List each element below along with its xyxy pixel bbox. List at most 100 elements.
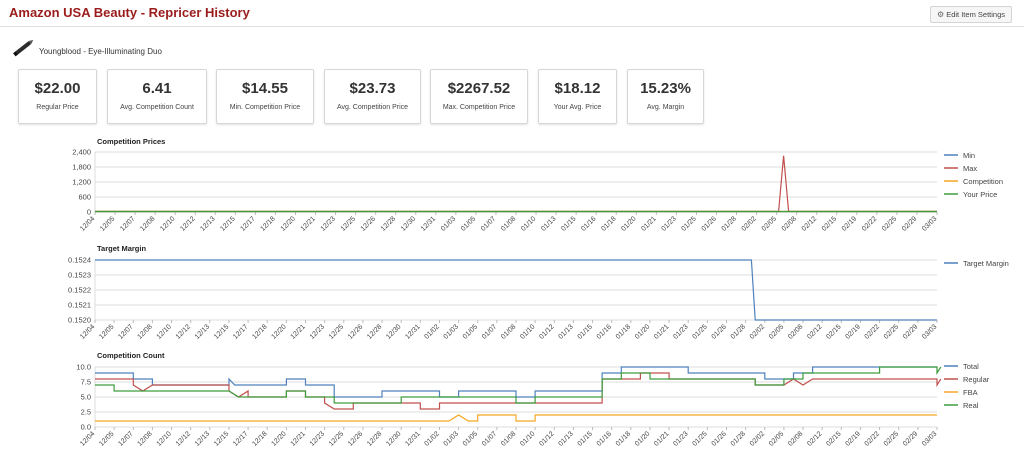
- stat-value: $14.55: [242, 80, 288, 97]
- y-tick-label: 2.5: [81, 408, 91, 417]
- y-tick-label: 0.1524: [68, 256, 91, 265]
- x-tick-label: 12/05: [99, 215, 116, 232]
- x-tick-label: 01/12: [538, 430, 555, 447]
- gear-icon: ⚙: [937, 10, 945, 19]
- x-tick-label: 12/07: [119, 215, 136, 232]
- x-tick-label: 12/28: [380, 215, 397, 232]
- x-tick-label: 02/08: [787, 430, 804, 447]
- x-tick-label: 12/25: [328, 323, 345, 340]
- x-tick-label: 01/05: [462, 323, 479, 340]
- x-tick-label: 02/15: [821, 215, 838, 232]
- x-tick-label: 01/10: [519, 430, 536, 447]
- stat-value: 6.41: [142, 80, 172, 97]
- stat-avg-competition-price: $23.73 Avg. Competition Price: [324, 69, 421, 124]
- y-tick-label: 600: [78, 193, 91, 202]
- x-tick-label: 12/10: [156, 323, 173, 340]
- x-tick-label: 02/29: [901, 215, 918, 232]
- x-tick-label: 02/29: [902, 323, 919, 340]
- x-tick-label: 01/13: [540, 215, 557, 232]
- stat-value: 15.23%: [640, 80, 691, 97]
- x-tick-label: 01/16: [580, 215, 597, 232]
- x-tick-label: 01/21: [653, 323, 670, 340]
- stat-label: Regular Price: [36, 104, 79, 111]
- legend-label: FBA: [963, 388, 978, 397]
- x-tick-label: 01/18: [600, 215, 617, 232]
- x-tick-label: 03/03: [921, 215, 938, 232]
- x-tick-label: 02/29: [902, 430, 919, 447]
- x-tick-label: 12/08: [136, 430, 153, 447]
- x-tick-label: 01/08: [500, 430, 517, 447]
- x-tick-label: 12/17: [232, 323, 249, 340]
- x-tick-label: 12/15: [219, 215, 236, 232]
- x-tick-label: 01/03: [443, 323, 460, 340]
- x-tick-label: 02/02: [749, 323, 766, 340]
- pen-icon: [13, 39, 34, 57]
- x-tick-label: 02/08: [787, 323, 804, 340]
- series-line: [95, 259, 937, 321]
- x-tick-label: 02/25: [883, 323, 900, 340]
- legend-label: Total: [963, 362, 979, 371]
- x-tick-label: 01/25: [680, 215, 697, 232]
- x-tick-label: 01/15: [577, 430, 594, 447]
- x-tick-label: 12/04: [79, 323, 96, 340]
- x-tick-label: 01/05: [460, 215, 477, 232]
- x-tick-label: 12/20: [270, 323, 287, 340]
- x-tick-label: 12/20: [270, 430, 287, 447]
- x-tick-label: 01/07: [480, 215, 497, 232]
- x-tick-label: 12/23: [309, 430, 326, 447]
- x-tick-label: 12/18: [251, 323, 268, 340]
- x-tick-label: 12/31: [404, 323, 421, 340]
- x-tick-label: 02/05: [768, 323, 785, 340]
- x-tick-label: 02/12: [806, 430, 823, 447]
- x-tick-label: 01/20: [620, 215, 637, 232]
- series-line: [95, 155, 937, 212]
- x-tick-label: 01/23: [672, 430, 689, 447]
- stat-label: Avg. Margin: [646, 104, 685, 111]
- y-tick-label: 1,800: [72, 163, 91, 172]
- y-tick-label: 10.0: [76, 363, 91, 372]
- x-tick-label: 01/07: [481, 430, 498, 447]
- x-tick-label: 12/13: [199, 215, 216, 232]
- x-tick-label: 01/16: [596, 430, 613, 447]
- x-tick-label: 12/25: [340, 215, 357, 232]
- x-tick-label: 01/16: [596, 323, 613, 340]
- page-title: Amazon USA Beauty - Repricer History: [9, 5, 250, 20]
- x-tick-label: 12/25: [328, 430, 345, 447]
- page-header: Amazon USA Beauty - Repricer History ⚙ Ed…: [0, 0, 1024, 27]
- x-tick-label: 12/05: [98, 323, 115, 340]
- x-tick-label: 01/28: [730, 323, 747, 340]
- x-tick-label: 02/08: [781, 215, 798, 232]
- y-tick-label: 7.5: [81, 378, 91, 387]
- x-tick-label: 01/13: [557, 323, 574, 340]
- competition-prices-chart-svg: Competition Prices2,4001,8001,200600012/…: [72, 137, 1003, 233]
- y-tick-label: 1,200: [72, 178, 91, 187]
- x-tick-label: 01/13: [557, 430, 574, 447]
- edit-item-settings-button[interactable]: ⚙ Edit Item Settings: [930, 6, 1012, 23]
- x-tick-label: 01/25: [691, 323, 708, 340]
- y-tick-label: 0.1522: [68, 286, 91, 295]
- y-tick-label: 0.1523: [68, 271, 91, 280]
- x-tick-label: 01/10: [519, 323, 536, 340]
- stat-label: Avg. Competition Count: [120, 104, 194, 111]
- stat-your-avg-price: $18.12 Your Avg. Price: [538, 69, 617, 124]
- x-tick-label: 02/15: [825, 323, 842, 340]
- x-tick-label: 12/18: [259, 215, 276, 232]
- x-tick-label: 12/17: [239, 215, 256, 232]
- x-tick-label: 12/21: [290, 323, 307, 340]
- x-tick-label: 12/28: [366, 323, 383, 340]
- x-tick-label: 01/23: [672, 323, 689, 340]
- x-tick-label: 01/26: [711, 323, 728, 340]
- x-tick-label: 02/05: [768, 430, 785, 447]
- x-tick-label: 12/08: [136, 323, 153, 340]
- x-tick-label: 02/22: [864, 430, 881, 447]
- product-name: Youngblood - Eye-Illuminating Duo: [39, 47, 162, 56]
- x-tick-label: 01/18: [615, 323, 632, 340]
- y-tick-label: 0: [87, 208, 91, 217]
- x-tick-label: 12/04: [79, 215, 96, 232]
- x-tick-label: 12/07: [117, 430, 134, 447]
- y-tick-label: 0.1521: [68, 301, 91, 310]
- stat-max-competition-price: $2267.52 Max. Competition Price: [430, 69, 528, 124]
- edit-item-settings-label: Edit Item Settings: [946, 10, 1005, 19]
- stat-value: $23.73: [349, 80, 396, 97]
